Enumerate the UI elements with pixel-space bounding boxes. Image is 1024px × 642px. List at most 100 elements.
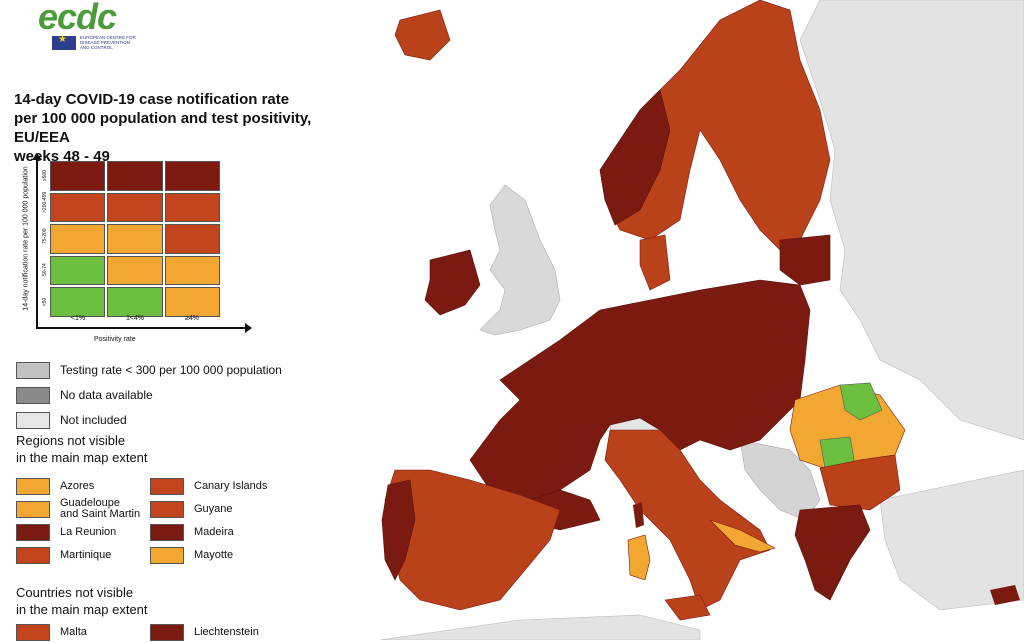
region-legend-label: Liechtenstein [194, 625, 259, 638]
legend-swatch [16, 523, 50, 541]
legend-swatch [150, 623, 184, 641]
regions-title-line: Regions not visible [16, 433, 126, 448]
legend-panel: ecdc EUROPEAN CENTRE FOR DISEASE PREVENT… [0, 0, 330, 642]
region-legend-label: Martinique [60, 548, 112, 561]
matrix-cell [50, 224, 106, 254]
region-legend-label: La Reunion [60, 525, 117, 538]
region-legend-item: Canary Islands [150, 476, 267, 496]
matrix-xtick: <1% [70, 315, 86, 322]
region-bulgaria [819, 454, 901, 511]
region-ireland [424, 249, 481, 316]
region-romania-green-north [839, 382, 883, 421]
matrix-cell [164, 255, 220, 286]
matrix-cell [107, 192, 163, 223]
region-legend-label: Canary Islands [194, 479, 268, 492]
legend-swatch [16, 623, 50, 641]
matrix-grid [50, 161, 220, 317]
matrix-ytick: 50-74 [42, 263, 48, 276]
region-legend-label: Malta [60, 625, 87, 638]
legend-label: Testing rate < 300 per 100 000 populatio… [60, 363, 282, 377]
region-iceland [394, 9, 451, 61]
matrix-ytick: ≥500 [42, 169, 48, 181]
legend-swatch [16, 546, 50, 564]
region-legend-item: Martinique [16, 545, 111, 565]
legend-swatch [16, 411, 50, 429]
region-uk [479, 184, 561, 336]
logo-subtitle: EUROPEAN CENTRE FOR DISEASE PREVENTION A… [80, 35, 136, 50]
countries-title-line: in the main map extent [16, 602, 148, 617]
countries-title: Countries not visible in the main map ex… [16, 584, 148, 618]
region-corsica [633, 502, 644, 528]
matrix-cell [164, 161, 220, 191]
legend-swatch [16, 386, 50, 404]
region-russia [799, 0, 1024, 441]
x-axis-arrow [36, 323, 252, 333]
title-line: per 100 000 population and test positivi… [14, 110, 312, 146]
matrix-cell [164, 192, 220, 223]
matrix-xtick: 1<4% [125, 315, 145, 322]
region-legend-label: Madeira [194, 525, 234, 538]
region-legend-item: Malta [16, 622, 87, 642]
region-legend-item: Azores [16, 476, 94, 496]
legend-label: No data available [60, 388, 153, 402]
matrix-cell [107, 255, 163, 286]
matrix-xtick: ≥4% [185, 315, 199, 322]
region-legend-item: Mayotte [150, 545, 233, 565]
region-north-africa [379, 614, 701, 640]
regions-title-line: in the main map extent [16, 450, 148, 465]
matrix-cell [50, 287, 106, 317]
region-denmark [639, 234, 671, 291]
legend-row: No data available [16, 385, 153, 405]
logo-text: ecdc [38, 0, 117, 37]
region-portugal [381, 479, 416, 581]
region-greece [794, 504, 871, 601]
legend-swatch [150, 523, 184, 541]
matrix-cell [107, 287, 163, 317]
matrix-ytick: <50 [42, 298, 48, 307]
y-axis-arrow [32, 153, 42, 327]
region-legend-item: La Reunion [16, 522, 116, 542]
matrix-cell [50, 192, 106, 223]
region-legend-item: Liechtenstein [150, 622, 259, 642]
map-title: 14-day COVID-19 case notification rate p… [14, 90, 324, 166]
region-legend-item: Madeira [150, 522, 234, 542]
region-sardinia [627, 534, 651, 581]
matrix-ylabel: 14-day notification rate per 100 000 pop… [22, 166, 30, 311]
region-cyprus [990, 585, 1020, 605]
region-legend-item: Guyane [150, 499, 233, 519]
region-italy [604, 429, 771, 611]
eu-flag-icon [52, 34, 76, 50]
countries-title-line: Countries not visible [16, 585, 134, 600]
matrix-xlabel: Positivity rate [94, 336, 136, 343]
region-legend-label: Mayotte [194, 548, 234, 561]
region-baltics [779, 234, 831, 286]
region-sicily [664, 594, 711, 621]
legend-swatch [150, 477, 184, 495]
title-line: 14-day COVID-19 case notification rate [14, 91, 290, 108]
legend-swatch [150, 546, 184, 564]
matrix-cell [107, 161, 163, 191]
matrix-ytick: 75-200 [42, 228, 48, 245]
matrix-cell [164, 224, 220, 254]
legend-swatch [150, 500, 184, 518]
region-legend-label: Guadeloupe and Saint Martin [60, 497, 141, 520]
region-norway-west [599, 89, 671, 226]
matrix-cell [164, 287, 220, 317]
legend-swatch [16, 361, 50, 379]
color-matrix: 14-day notification rate per 100 000 pop… [14, 153, 252, 350]
matrix-cell [107, 224, 163, 254]
region-legend-label: Azores [60, 479, 95, 492]
region-legend-label: Guyane [194, 502, 233, 515]
legend-swatch [16, 500, 50, 518]
matrix-ytick: >200-499 [42, 191, 48, 213]
regions-title: Regions not visible in the main map exte… [16, 432, 148, 466]
ecdc-logo: ecdc EUROPEAN CENTRE FOR DISEASE PREVENT… [14, 0, 136, 62]
region-turkey [879, 469, 1024, 611]
region-legend-item: Guadeloupe and Saint Martin [16, 497, 141, 520]
legend-swatch [16, 477, 50, 495]
legend-row: Testing rate < 300 per 100 000 populatio… [16, 360, 282, 380]
legend-label: Not included [60, 413, 127, 427]
matrix-cell [50, 255, 106, 286]
matrix-cell [50, 161, 106, 191]
